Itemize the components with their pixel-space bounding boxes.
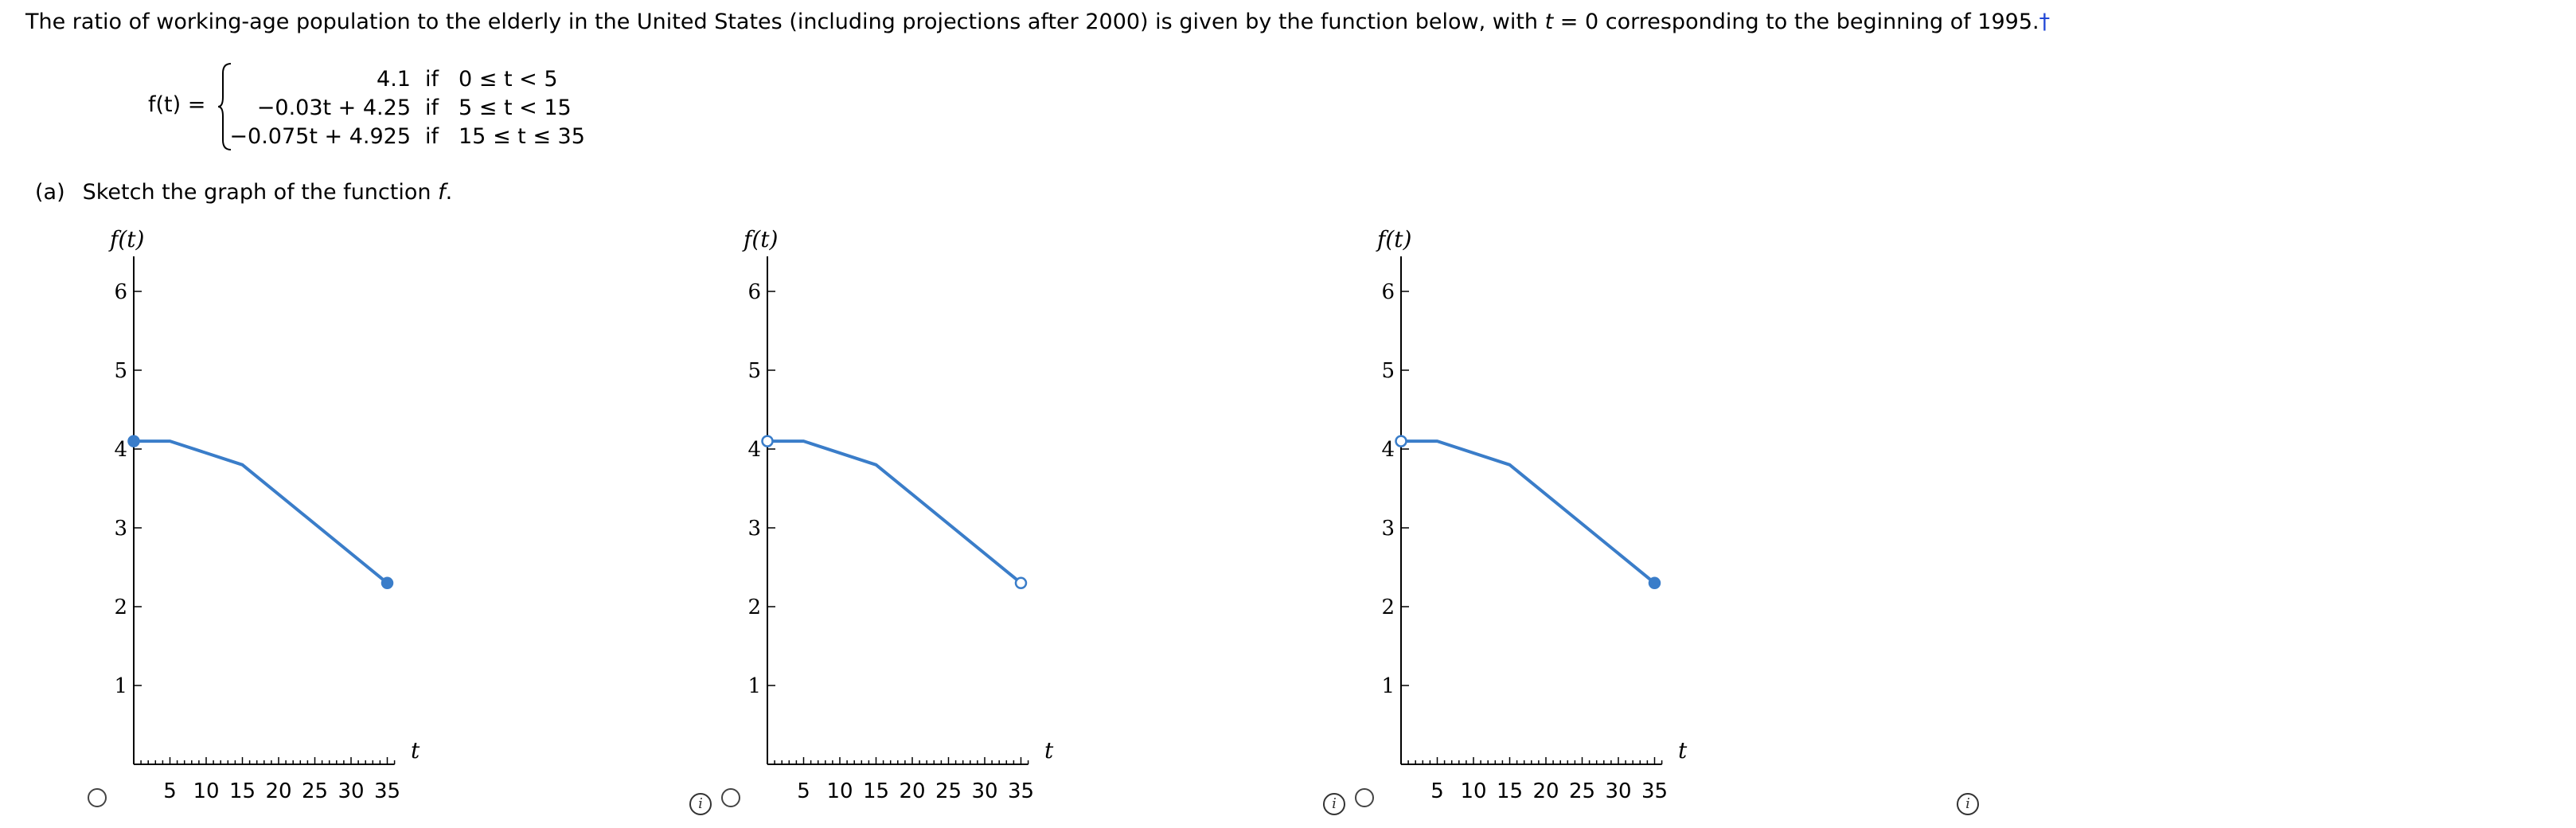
x-tick-label: 10 <box>826 779 853 803</box>
x-tick-label: 15 <box>863 779 889 803</box>
y-tick-label: 1 <box>1381 674 1395 698</box>
series-line <box>767 439 1022 584</box>
x-tick-label: 15 <box>229 779 256 803</box>
x-tick-label: 20 <box>899 779 925 803</box>
part-a-period: . <box>445 180 453 205</box>
start-point <box>1395 435 1407 447</box>
y-tick-label: 2 <box>747 596 761 619</box>
x-tick-label: 35 <box>374 779 400 803</box>
x-tick-label: 5 <box>1430 779 1444 803</box>
y-tick-label: 6 <box>1381 280 1395 304</box>
y-tick-label: 5 <box>114 359 127 383</box>
piece-condition: 15 ≤ t ≤ 35 <box>459 124 585 149</box>
series-line <box>134 439 388 584</box>
piecewise-brace <box>217 63 232 150</box>
y-tick-label: 5 <box>1381 359 1395 383</box>
x-tick-label: 20 <box>1532 779 1559 803</box>
x-tick-label: 10 <box>193 779 219 803</box>
series-line <box>1401 439 1656 584</box>
chart-3: 5 10 15 20 25 30 35 1 2 3 4 5 6 t f(t) <box>1376 226 1688 803</box>
chart-2: 5 10 15 20 25 30 35 1 2 3 4 5 6 t f(t) <box>742 226 1054 803</box>
y-tick-label: 4 <box>1381 438 1395 462</box>
y-tick-label: 2 <box>114 596 127 619</box>
y-tick-label: 6 <box>114 280 127 304</box>
problem-text-part-2: = 0 corresponding to the beginning of 19… <box>1553 10 2039 34</box>
choice-3-info-icon[interactable]: i <box>1957 793 1979 815</box>
y-axis-label: f(t) <box>1376 226 1411 252</box>
y-tick-label: 1 <box>114 674 127 698</box>
x-tick-label: 5 <box>163 779 177 803</box>
piece-if: if <box>425 124 439 149</box>
part-a-label: (a) <box>35 180 65 205</box>
x-tick-label: 25 <box>935 779 962 803</box>
piece-if: if <box>425 67 439 92</box>
choice-1-info-icon[interactable]: i <box>689 793 712 815</box>
x-tick-label: 25 <box>302 779 328 803</box>
choice-3-radio[interactable] <box>1355 788 1374 807</box>
y-tick-label: 6 <box>747 280 761 304</box>
footnote-link[interactable]: † <box>2039 10 2051 34</box>
y-tick-label: 1 <box>747 674 761 698</box>
y-tick-label: 2 <box>1381 596 1395 619</box>
y-axis-label: f(t) <box>108 226 144 252</box>
x-tick-label: 15 <box>1497 779 1523 803</box>
choice-2-radio[interactable] <box>721 788 740 807</box>
piece-if: if <box>425 96 439 120</box>
y-tick-label: 3 <box>747 517 761 541</box>
piece-expression: −0.03t + 4.25 <box>256 96 411 120</box>
x-axis-label: t <box>411 737 420 764</box>
start-point <box>127 435 140 447</box>
part-a-prompt: (a) Sketch the graph of the function f. <box>35 180 452 205</box>
choice-1-radio[interactable] <box>88 788 107 807</box>
piece-condition: 0 ≤ t < 5 <box>459 67 558 92</box>
end-point <box>381 576 394 590</box>
x-tick-label: 10 <box>1460 779 1486 803</box>
part-a-text: Sketch the graph of the function <box>82 180 439 205</box>
x-axis-label: t <box>1678 737 1688 764</box>
y-tick-label: 4 <box>114 438 127 462</box>
x-tick-label: 20 <box>265 779 291 803</box>
end-point <box>1648 576 1661 590</box>
piece-expression: 4.1 <box>377 67 411 92</box>
x-tick-label: 5 <box>797 779 810 803</box>
start-point <box>761 435 774 447</box>
y-tick-label: 3 <box>114 517 127 541</box>
piece-expression: −0.075t + 4.925 <box>229 124 411 149</box>
part-a-function-name: f <box>438 180 446 205</box>
problem-statement: The ratio of working-age population to t… <box>25 10 2050 34</box>
y-axis-label: f(t) <box>742 226 778 252</box>
y-tick-label: 5 <box>747 359 761 383</box>
y-tick-label: 3 <box>1381 517 1395 541</box>
problem-variable-t: t <box>1544 10 1554 34</box>
y-tick-label: 4 <box>747 438 761 462</box>
x-axis-label: t <box>1044 737 1054 764</box>
x-tick-label: 35 <box>1008 779 1034 803</box>
x-tick-label: 25 <box>1569 779 1595 803</box>
piece-condition: 5 ≤ t < 15 <box>459 96 572 120</box>
problem-text-part-1: The ratio of working-age population to t… <box>25 10 1545 34</box>
choice-2-info-icon[interactable]: i <box>1323 793 1345 815</box>
x-tick-label: 30 <box>971 779 997 803</box>
x-tick-label: 30 <box>1605 779 1631 803</box>
x-tick-label: 30 <box>338 779 364 803</box>
function-label: f(t) = <box>148 92 206 117</box>
chart-1: 5 10 15 20 25 30 35 1 2 3 4 5 6 t f(t) <box>108 226 420 803</box>
x-tick-label: 35 <box>1641 779 1668 803</box>
end-point <box>1014 576 1028 590</box>
